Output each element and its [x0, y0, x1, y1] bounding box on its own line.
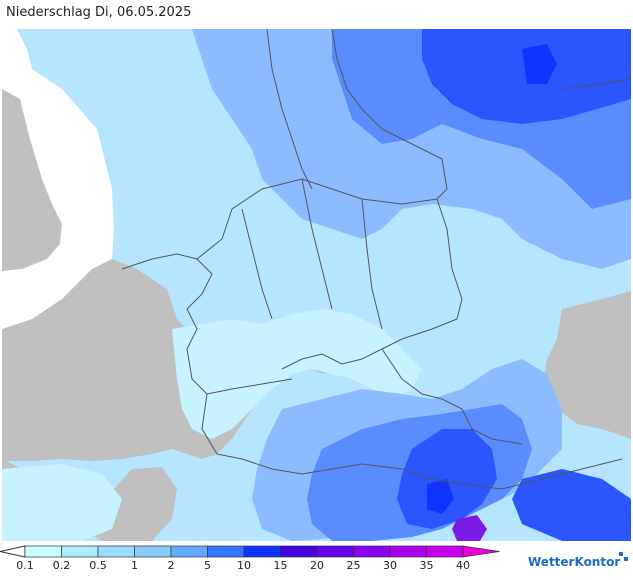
- legend-swatch: [134, 545, 172, 558]
- legend-swatch: [170, 545, 208, 558]
- legend-tick-label: 15: [274, 559, 288, 572]
- precip-deep-core: [427, 479, 454, 514]
- precip-heavy-southeast: [512, 469, 631, 541]
- legend-arrow-left: [0, 545, 26, 558]
- legend-tick-label: 2: [168, 559, 175, 572]
- legend-tick-label: 0.1: [16, 559, 34, 572]
- color-legend: 0.1 0.2 0.5 1 2 5 10 15 20 25 30 35 40: [0, 545, 500, 572]
- land-east: [542, 291, 631, 439]
- legend-tick-label: 25: [347, 559, 361, 572]
- legend-swatch: [280, 545, 318, 558]
- legend-tick-label: 10: [237, 559, 251, 572]
- land-uk: [2, 89, 62, 271]
- borders: [121, 29, 631, 490]
- legend-swatch: [97, 545, 135, 558]
- precip-extreme-core: [452, 515, 487, 541]
- legend-swatch: [353, 545, 391, 558]
- legend-tick-label: 20: [310, 559, 324, 572]
- legend-tick-label: 40: [456, 559, 470, 572]
- precip-light-patch-west: [2, 464, 122, 541]
- legend-swatch: [243, 545, 281, 558]
- sea-north: [2, 29, 114, 329]
- brand-logo: WetterKontor: [528, 555, 621, 569]
- precip-light-center: [172, 309, 422, 439]
- legend-swatch: [389, 545, 427, 558]
- legend-swatch: [61, 545, 99, 558]
- legend-tick-label: 0.2: [53, 559, 71, 572]
- legend-swatch: [24, 545, 62, 558]
- precipitation-map: [2, 29, 631, 541]
- precip-heavy-core-ne: [522, 44, 557, 84]
- legend-swatch: [316, 545, 354, 558]
- legend-tick-label: 5: [204, 559, 211, 572]
- legend-swatch: [462, 545, 500, 558]
- legend-tick-label: 1: [131, 559, 138, 572]
- map-title: Niederschlag Di, 06.05.2025: [6, 5, 192, 20]
- legend-tick-label: 0.5: [89, 559, 107, 572]
- brand-mark-icon: [619, 552, 628, 561]
- legend-swatch: [426, 545, 464, 558]
- legend-swatch: [207, 545, 245, 558]
- legend-tick-label: 30: [383, 559, 397, 572]
- legend-tick-label: 35: [420, 559, 434, 572]
